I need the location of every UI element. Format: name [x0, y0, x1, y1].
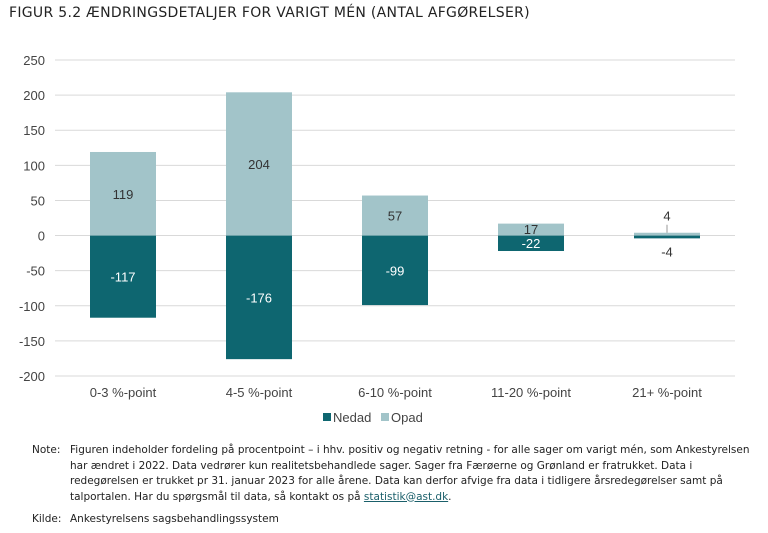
bar-nedad	[226, 235, 292, 360]
data-label: -4	[661, 244, 673, 259]
data-label: -22	[522, 236, 541, 251]
x-tick-label: 11-20 %-point	[491, 385, 571, 400]
y-tick-label: 200	[23, 88, 45, 103]
bar-nedad	[90, 235, 156, 318]
data-label: 119	[113, 187, 134, 202]
email-link[interactable]: statistik@ast.dk	[363, 490, 449, 503]
data-label: 204	[248, 157, 270, 172]
bar-nedad	[362, 235, 428, 306]
y-tick-label: 50	[31, 193, 45, 208]
bar-opad	[90, 151, 156, 236]
note-text: Figuren indeholder fordeling på procentp…	[70, 444, 750, 503]
y-tick-label: 150	[23, 123, 45, 138]
data-label: 57	[388, 209, 402, 224]
bar-chart: 250 200 150 100 50 0 -50 -100 -150 -200 0-3 %-poin…	[19, 53, 735, 425]
bar-opad	[634, 232, 700, 236]
y-tick-label: -50	[26, 264, 45, 279]
chart-title: FIGUR 5.2 ÆNDRINGSDETALJER FOR VARIGT MÉ…	[9, 5, 530, 21]
x-tick-label: 0-3 %-point	[90, 385, 157, 400]
x-tick-label: 21+ %-point	[632, 385, 702, 400]
y-tick-label: 250	[23, 53, 45, 68]
bar-opad	[362, 195, 428, 236]
source-text: Ankestyrelsens sagsbehandlingssystem	[70, 513, 279, 525]
x-tick-label: 6-10 %-point	[358, 385, 432, 400]
x-tick-label: 4-5 %-point	[226, 385, 293, 400]
data-label: -176	[246, 290, 272, 305]
data-label: -117	[110, 270, 135, 285]
data-label: 17	[524, 222, 538, 237]
data-label: -99	[386, 263, 405, 278]
y-tick-label: -100	[19, 299, 45, 314]
y-tick-label: 100	[23, 158, 45, 173]
y-tick-label: 0	[38, 229, 45, 244]
bar-nedad	[634, 235, 700, 239]
legend-label: Opad	[391, 410, 423, 425]
legend-swatch	[381, 413, 389, 421]
data-label: 4	[663, 209, 670, 224]
legend-swatch	[323, 413, 331, 421]
source-label: Kilde:	[32, 513, 62, 525]
source: Kilde: Ankestyrelsens sagsbehandlingssys…	[32, 512, 762, 528]
legend-label: Nedad	[333, 410, 371, 425]
note: Note: Figuren indeholder fordeling på pr…	[32, 443, 762, 507]
bar-nedad	[498, 235, 564, 252]
y-tick-label: -150	[19, 334, 45, 349]
y-tick-label: -200	[19, 369, 45, 384]
note-end: .	[448, 490, 452, 503]
bar-opad	[226, 92, 292, 236]
note-label: Note:	[32, 444, 61, 456]
bar-opad	[498, 223, 564, 236]
